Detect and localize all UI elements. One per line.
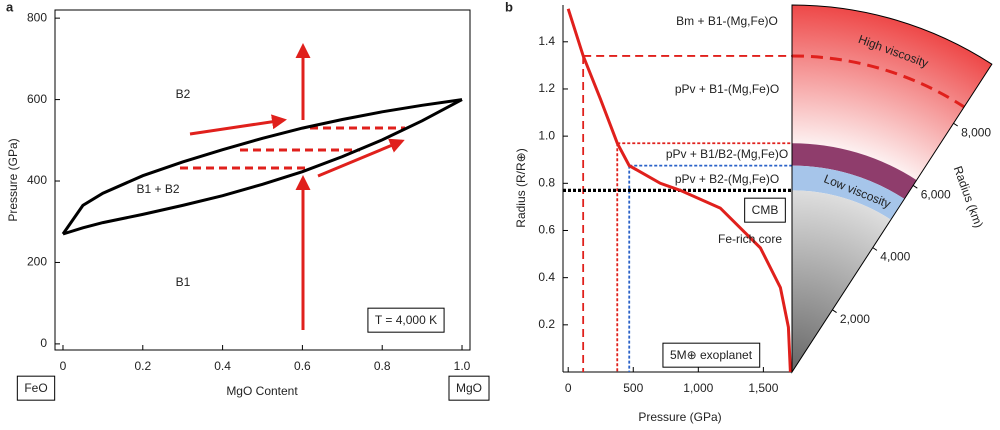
panel-label: a bbox=[6, 0, 14, 14]
annotation: pPv + B1-(Mg,Fe)O bbox=[675, 82, 779, 96]
x-tick-label: 1,500 bbox=[748, 381, 778, 395]
radius-tick bbox=[872, 247, 878, 251]
wedge-outline bbox=[791, 4, 993, 374]
x-tick-label: 0.8 bbox=[374, 359, 391, 373]
radius-tick-label: 2,000 bbox=[840, 312, 870, 326]
annotation-box bbox=[662, 342, 761, 368]
panel-label: b bbox=[505, 0, 513, 14]
x-tick-label: 1,000 bbox=[683, 381, 713, 395]
annotation: FeO bbox=[24, 381, 47, 395]
annotation-box bbox=[367, 307, 445, 333]
y-tick-label: 1.2 bbox=[538, 81, 555, 95]
y-axis-label: Pressure (GPa) bbox=[6, 138, 20, 221]
x-axis-label: Pressure (GPa) bbox=[638, 410, 721, 424]
boundary-arc bbox=[791, 54, 965, 109]
x-tick-label: 0 bbox=[60, 359, 67, 373]
annotation-box bbox=[448, 375, 490, 401]
series-line bbox=[566, 8, 792, 373]
y-tick-label: 600 bbox=[27, 92, 47, 106]
x-tick-label: 0.6 bbox=[294, 359, 311, 373]
y-tick-label: 0.2 bbox=[538, 317, 555, 331]
y-tick-label: 800 bbox=[27, 10, 47, 24]
y-tick-label: 400 bbox=[27, 173, 47, 187]
layer-transition bbox=[792, 143, 917, 199]
radius-axis-label: Radius (km) bbox=[951, 164, 986, 230]
radius-tick bbox=[832, 309, 837, 313]
x-axis-label: MgO Content bbox=[226, 384, 298, 398]
y-tick-label: 200 bbox=[27, 255, 47, 269]
radius-tick-label: 6,000 bbox=[921, 188, 951, 202]
annotation-box bbox=[16, 375, 56, 401]
y-tick-label: 1.4 bbox=[538, 34, 555, 48]
annotation: MgO bbox=[456, 381, 482, 395]
x-tick-label: 500 bbox=[623, 381, 643, 395]
y-tick-label: 0 bbox=[40, 336, 47, 350]
x-tick-label: 0.4 bbox=[214, 359, 231, 373]
layer-outer bbox=[792, 5, 992, 181]
annotation-box bbox=[744, 197, 786, 223]
x-tick-label: 0.2 bbox=[134, 359, 151, 373]
layer-core bbox=[792, 190, 891, 372]
annotation: 5M⊕ exoplanet bbox=[670, 348, 753, 362]
y-tick-label: 0.4 bbox=[538, 270, 555, 284]
series-line bbox=[62, 98, 463, 236]
annotation: B1 + B2 bbox=[136, 182, 179, 196]
y-tick-label: 0.6 bbox=[538, 223, 555, 237]
y-axis-label: Radius (R/R⊕) bbox=[514, 148, 528, 227]
panel: a 0 0.2 0.4 0.6 0.8 1.0 0 200 400 600 800 MgO Conten… bbox=[6, 0, 490, 401]
annotation: B1 bbox=[176, 275, 191, 289]
x-tick-label: 0 bbox=[565, 381, 572, 395]
radius-tick bbox=[953, 122, 958, 127]
panel: b 0 500 1,000 1,500 0.2 0.4 0.6 0.8 1.0 1.2 1.4 Pres… bbox=[505, 0, 792, 424]
plot-frame bbox=[54, 9, 471, 351]
arrow bbox=[189, 114, 287, 136]
y-tick-label: 1.0 bbox=[538, 128, 555, 142]
radius-tick-label: 8,000 bbox=[961, 125, 991, 139]
layer-low-viscosity bbox=[792, 165, 905, 220]
x-tick-label: 1.0 bbox=[454, 359, 471, 373]
series-line bbox=[61, 98, 463, 235]
annotation: Fe-rich core bbox=[718, 232, 782, 246]
annotation: T = 4,000 K bbox=[375, 313, 437, 327]
arrow bbox=[317, 138, 405, 178]
annotation: B2 bbox=[176, 87, 191, 101]
annotation: Bm + B1-(Mg,Fe)O bbox=[676, 14, 778, 28]
radius-tick bbox=[912, 185, 918, 189]
annotation: pPv + B1/B2-(Mg,Fe)O bbox=[666, 147, 788, 161]
annotation: pPv + B2-(Mg,Fe)O bbox=[675, 172, 779, 186]
annotation: CMB bbox=[752, 203, 779, 217]
y-tick-label: 0.8 bbox=[538, 175, 555, 189]
phase-arrows bbox=[180, 43, 405, 330]
radius-tick-label: 4,000 bbox=[880, 250, 910, 264]
